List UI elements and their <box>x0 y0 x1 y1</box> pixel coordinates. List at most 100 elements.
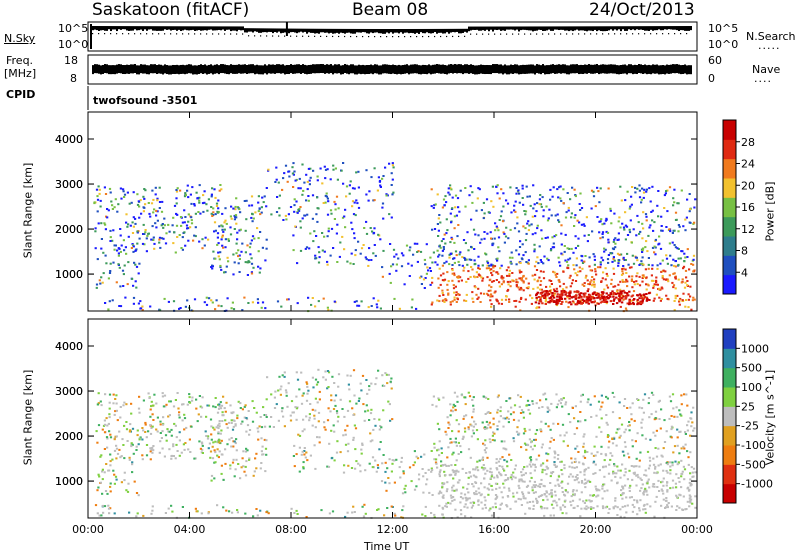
velocity-echo <box>621 505 624 508</box>
velocity-echo <box>114 398 117 400</box>
nsearch-sample <box>422 35 424 38</box>
nsearch-sample <box>416 35 418 38</box>
power-echo <box>210 212 213 215</box>
velocity-echo <box>232 445 235 448</box>
power-echo <box>504 298 508 301</box>
power-echo <box>665 257 669 260</box>
power-echo <box>645 240 648 243</box>
velocity-echo <box>628 429 631 432</box>
freq-sample <box>140 64 142 74</box>
nsky-sample <box>522 26 524 30</box>
power-echo <box>451 207 454 210</box>
velocity-echo <box>440 491 443 494</box>
power-echo <box>261 246 264 249</box>
power-echo <box>614 242 617 245</box>
freq-sample <box>184 65 186 75</box>
velocity-echo <box>628 424 631 427</box>
velocity-echo <box>496 428 499 431</box>
velocity-echo <box>251 400 254 403</box>
power-echo <box>321 182 324 185</box>
velocity-echo <box>518 405 521 408</box>
power-echo <box>624 268 627 271</box>
power-echo <box>509 261 512 264</box>
power-echo <box>688 221 691 224</box>
freq-sample <box>232 64 234 74</box>
nsky-sample <box>320 28 322 33</box>
power-echo <box>686 284 689 287</box>
power-echo <box>221 228 224 231</box>
power-echo <box>292 186 295 188</box>
power-echo <box>524 239 528 242</box>
power-echo <box>370 176 373 179</box>
velocity-echo <box>579 420 582 423</box>
velocity-echo <box>531 500 535 503</box>
power-echo <box>559 264 562 267</box>
velocity-echo <box>669 400 673 403</box>
freq-sample <box>538 64 540 74</box>
power-echo <box>221 236 224 239</box>
nsearch-sample <box>170 33 172 35</box>
power-echo-strong <box>537 302 541 305</box>
power-echo <box>538 245 541 248</box>
power-echo-strong <box>586 298 589 301</box>
power-echo <box>654 253 657 256</box>
power-echo <box>581 267 584 270</box>
power-echo <box>259 267 262 270</box>
power-echo-strong <box>588 294 592 297</box>
velocity-echo <box>163 455 166 458</box>
power-echo <box>382 249 385 252</box>
velocity-echo <box>320 509 323 512</box>
power-echo <box>481 277 485 280</box>
freq-sample <box>202 64 204 74</box>
velocity-echo <box>221 411 224 414</box>
freq-sample <box>558 64 560 74</box>
nsky-sample <box>122 26 124 30</box>
power-echo <box>374 254 377 257</box>
nsky-sample <box>570 26 572 31</box>
velocity-echo <box>459 445 462 448</box>
power-echo <box>635 234 638 237</box>
velocity-echo <box>265 416 268 418</box>
power-echo <box>509 186 512 189</box>
power-echo <box>655 276 658 279</box>
power-echo <box>570 212 573 215</box>
power-echo-strong <box>568 294 571 297</box>
velocity-echo <box>454 472 457 475</box>
nsky-sample <box>312 28 314 33</box>
power-echo-strong <box>638 302 642 305</box>
nsearch-sample <box>128 33 130 35</box>
power-echo <box>168 230 171 233</box>
velocity-echo <box>289 414 292 417</box>
power-echo <box>301 193 304 196</box>
velocity-echo <box>352 414 355 416</box>
velocity-echo <box>302 461 305 464</box>
velocity-echo <box>570 461 574 464</box>
power-echo <box>225 222 228 225</box>
power-echo <box>583 224 586 227</box>
power-echo <box>193 234 196 237</box>
nsky-sample <box>450 28 452 33</box>
velocity-echo <box>598 489 601 492</box>
velocity-echo <box>302 466 305 469</box>
velocity-echo <box>619 469 622 472</box>
nsky-sample <box>276 28 278 33</box>
velocity-echo <box>455 489 458 492</box>
power-echo <box>500 276 503 279</box>
power-echo <box>160 237 164 240</box>
velocity-echo <box>231 412 234 415</box>
power-echo-strong <box>599 296 603 299</box>
nsky-sample <box>412 28 414 34</box>
freq-sample <box>364 65 366 75</box>
freq-sample <box>600 64 602 74</box>
power-echo <box>538 203 541 206</box>
power-echo <box>574 195 577 198</box>
velocity-echo <box>463 493 467 496</box>
velocity-echo <box>164 405 167 408</box>
power-echo <box>515 249 518 252</box>
power-echo <box>363 227 366 229</box>
freq-sample <box>410 64 412 74</box>
velocity-echo <box>470 506 473 509</box>
power-echo <box>217 251 220 254</box>
power-echo <box>342 162 345 164</box>
velocity-echo <box>363 419 366 422</box>
